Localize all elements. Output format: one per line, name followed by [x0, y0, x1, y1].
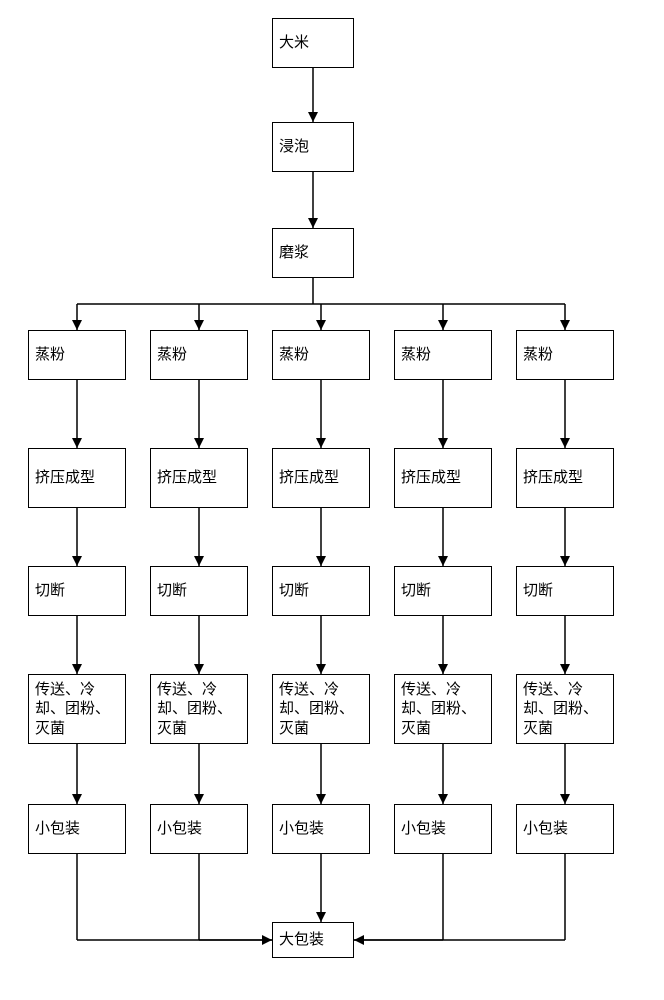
node-pack-2-label: 小包装 [279, 819, 324, 839]
node-press-1-label: 挤压成型 [157, 468, 217, 488]
node-press-4: 挤压成型 [516, 448, 614, 508]
node-cool-2: 传送、冷却、团粉、灭菌 [272, 674, 370, 744]
node-cool-0: 传送、冷却、团粉、灭菌 [28, 674, 126, 744]
node-steam-2-label: 蒸粉 [279, 345, 309, 365]
node-steam-3: 蒸粉 [394, 330, 492, 380]
node-cut-3: 切断 [394, 566, 492, 616]
node-pack-3-label: 小包装 [401, 819, 446, 839]
node-steam-1: 蒸粉 [150, 330, 248, 380]
node-steam-1-label: 蒸粉 [157, 345, 187, 365]
node-cool-3: 传送、冷却、团粉、灭菌 [394, 674, 492, 744]
node-press-0-label: 挤压成型 [35, 468, 95, 488]
node-bigpack: 大包装 [272, 922, 354, 958]
node-steam-3-label: 蒸粉 [401, 345, 431, 365]
node-pack-0-label: 小包装 [35, 819, 80, 839]
node-rice: 大米 [272, 18, 354, 68]
node-rice-label: 大米 [279, 33, 309, 53]
node-press-4-label: 挤压成型 [523, 468, 583, 488]
node-cool-4: 传送、冷却、团粉、灭菌 [516, 674, 614, 744]
node-steam-4-label: 蒸粉 [523, 345, 553, 365]
node-press-0: 挤压成型 [28, 448, 126, 508]
node-cut-2: 切断 [272, 566, 370, 616]
node-pack-3: 小包装 [394, 804, 492, 854]
node-pack-0: 小包装 [28, 804, 126, 854]
flowchart-canvas: 大米浸泡磨浆蒸粉挤压成型切断传送、冷却、团粉、灭菌小包装 蒸粉挤压成型切断传送、冷… [0, 0, 664, 1000]
node-cut-0: 切断 [28, 566, 126, 616]
node-steam-0-label: 蒸粉 [35, 345, 65, 365]
node-cut-3-label: 切断 [401, 581, 431, 601]
node-press-2-label: 挤压成型 [279, 468, 339, 488]
node-pack-1-label: 小包装 [157, 819, 202, 839]
node-press-1: 挤压成型 [150, 448, 248, 508]
node-press-3: 挤压成型 [394, 448, 492, 508]
node-cut-4-label: 切断 [523, 581, 553, 601]
node-press-3-label: 挤压成型 [401, 468, 461, 488]
node-cut-0-label: 切断 [35, 581, 65, 601]
node-soak-label: 浸泡 [279, 137, 309, 157]
node-soak: 浸泡 [272, 122, 354, 172]
node-pack-4: 小包装 [516, 804, 614, 854]
node-cut-1-label: 切断 [157, 581, 187, 601]
node-press-2: 挤压成型 [272, 448, 370, 508]
node-bigpack-label: 大包装 [279, 930, 324, 950]
node-cool-4-label: 传送、冷却、团粉、灭菌 [523, 680, 607, 739]
node-grind-label: 磨浆 [279, 243, 309, 263]
node-pack-4-label: 小包装 [523, 819, 568, 839]
node-cool-1-label: 传送、冷却、团粉、灭菌 [157, 680, 241, 739]
node-grind: 磨浆 [272, 228, 354, 278]
node-pack-1: 小包装 [150, 804, 248, 854]
node-cut-1: 切断 [150, 566, 248, 616]
node-steam-4: 蒸粉 [516, 330, 614, 380]
node-steam-2: 蒸粉 [272, 330, 370, 380]
node-cool-1: 传送、冷却、团粉、灭菌 [150, 674, 248, 744]
node-cut-4: 切断 [516, 566, 614, 616]
node-steam-0: 蒸粉 [28, 330, 126, 380]
node-cool-2-label: 传送、冷却、团粉、灭菌 [279, 680, 363, 739]
node-cool-3-label: 传送、冷却、团粉、灭菌 [401, 680, 485, 739]
node-pack-2: 小包装 [272, 804, 370, 854]
node-cool-0-label: 传送、冷却、团粉、灭菌 [35, 680, 119, 739]
node-cut-2-label: 切断 [279, 581, 309, 601]
